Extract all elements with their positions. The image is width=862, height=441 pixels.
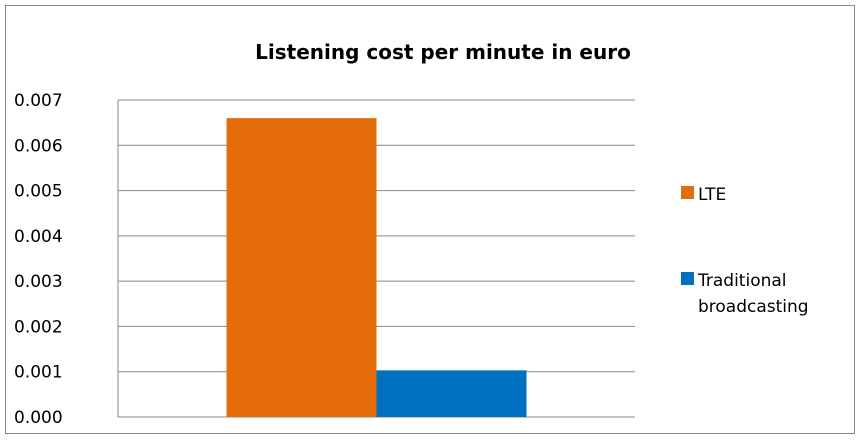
- legend: LTE Traditional broadcasting: [681, 185, 809, 317]
- legend-item-traditional-broadcasting: Traditional broadcasting: [681, 271, 809, 317]
- y-tick-label: 0.000: [14, 408, 63, 428]
- y-tick-label: 0.006: [14, 136, 63, 156]
- bar-lte: [226, 118, 377, 417]
- legend-label: broadcasting: [698, 297, 809, 317]
- y-tick-label: 0.007: [14, 91, 63, 111]
- chart-frame: [5, 5, 855, 434]
- y-tick-label: 0.005: [14, 182, 63, 202]
- bar-traditional-broadcasting: [376, 370, 527, 417]
- legend-label: LTE: [698, 185, 726, 205]
- legend-swatch: [681, 272, 694, 285]
- legend-item-lte: LTE: [681, 185, 726, 205]
- chart-title: Listening cost per minute in euro: [255, 40, 631, 64]
- y-tick-label: 0.002: [14, 317, 63, 337]
- bars: [226, 118, 527, 417]
- y-tick-label: 0.001: [14, 363, 63, 383]
- y-tick-label: 0.003: [14, 272, 63, 292]
- y-tick-label: 0.004: [14, 227, 63, 247]
- legend-swatch: [681, 186, 694, 199]
- y-axis: 0.000 0.001 0.002 0.003 0.004 0.005 0.006 0.007: [14, 91, 119, 428]
- legend-label: Traditional: [697, 271, 787, 291]
